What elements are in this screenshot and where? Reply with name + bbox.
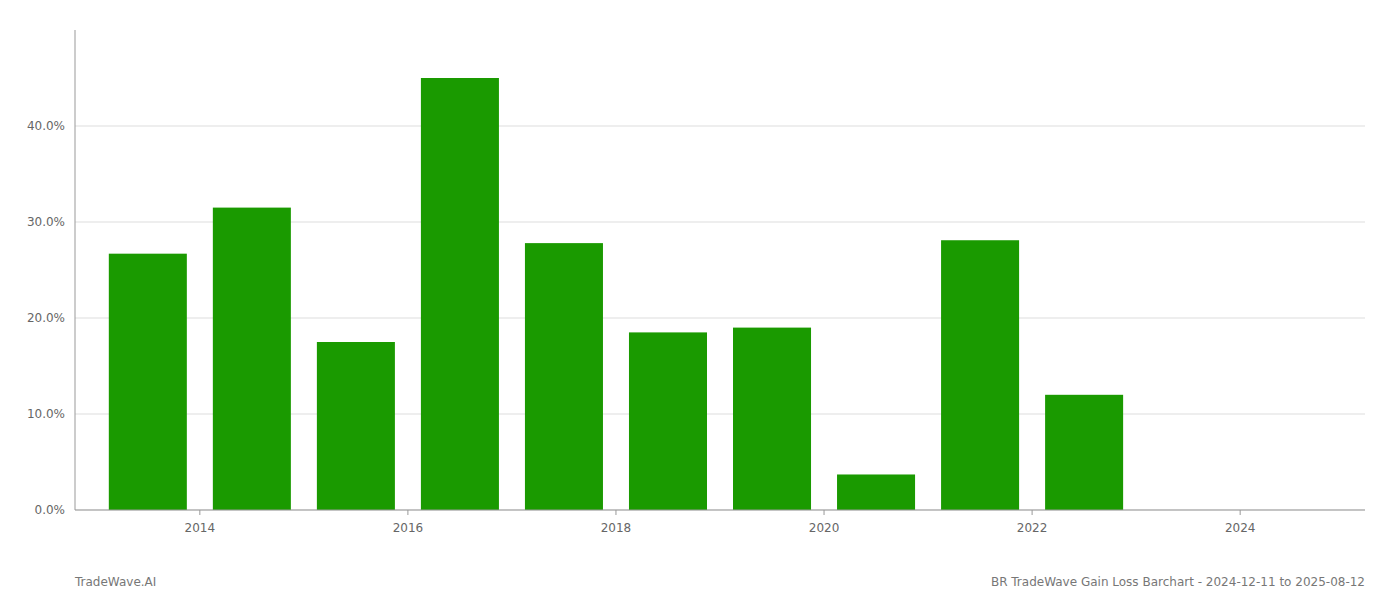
bar: [317, 342, 395, 510]
x-tick-label: 2022: [1017, 521, 1048, 535]
x-tick-label: 2020: [809, 521, 840, 535]
y-tick-label: 0.0%: [35, 503, 66, 517]
x-tick: [1032, 510, 1033, 515]
bar: [941, 240, 1019, 510]
bar: [629, 332, 707, 510]
x-tick: [615, 510, 616, 515]
x-ticks: 2014 2016 2018 2020 2022 2024: [185, 510, 1256, 535]
bar: [213, 208, 291, 510]
x-tick: [1240, 510, 1241, 515]
x-tick-label: 2016: [393, 521, 424, 535]
y-tick-label: 30.0%: [27, 215, 65, 229]
footer-text: BR TradeWave Gain Loss Barchart - 2024-1…: [991, 575, 1365, 589]
grid-line: [75, 126, 1365, 127]
x-axis-line: [75, 510, 1365, 511]
bar: [109, 254, 187, 510]
x-tick-label: 2018: [601, 521, 632, 535]
chart-svg: 0.0% 10.0% 20.0% 30.0% 40.0% 2014 2016 2018 2020…: [0, 0, 1400, 600]
y-tick-labels: 0.0% 10.0% 20.0% 30.0% 40.0%: [27, 119, 65, 517]
chart-container: 0.0% 10.0% 20.0% 30.0% 40.0% 2014 2016 2018 2020…: [0, 0, 1400, 600]
grid-line: [75, 510, 1365, 511]
y-tick-label: 40.0%: [27, 119, 65, 133]
bar: [1045, 395, 1123, 510]
bar: [733, 328, 811, 510]
y-tick-label: 10.0%: [27, 407, 65, 421]
x-tick-label: 2014: [185, 521, 216, 535]
bar: [525, 243, 603, 510]
bar: [837, 474, 915, 510]
footer-text: TradeWave.AI: [74, 575, 156, 589]
x-tick: [199, 510, 200, 515]
y-tick-label: 20.0%: [27, 311, 65, 325]
y-grid: [75, 126, 1365, 510]
x-tick-label: 2024: [1225, 521, 1256, 535]
x-tick: [407, 510, 408, 515]
bar: [421, 78, 499, 510]
y-axis-line: [75, 30, 76, 510]
x-tick: [824, 510, 825, 515]
bars: [109, 78, 1123, 510]
